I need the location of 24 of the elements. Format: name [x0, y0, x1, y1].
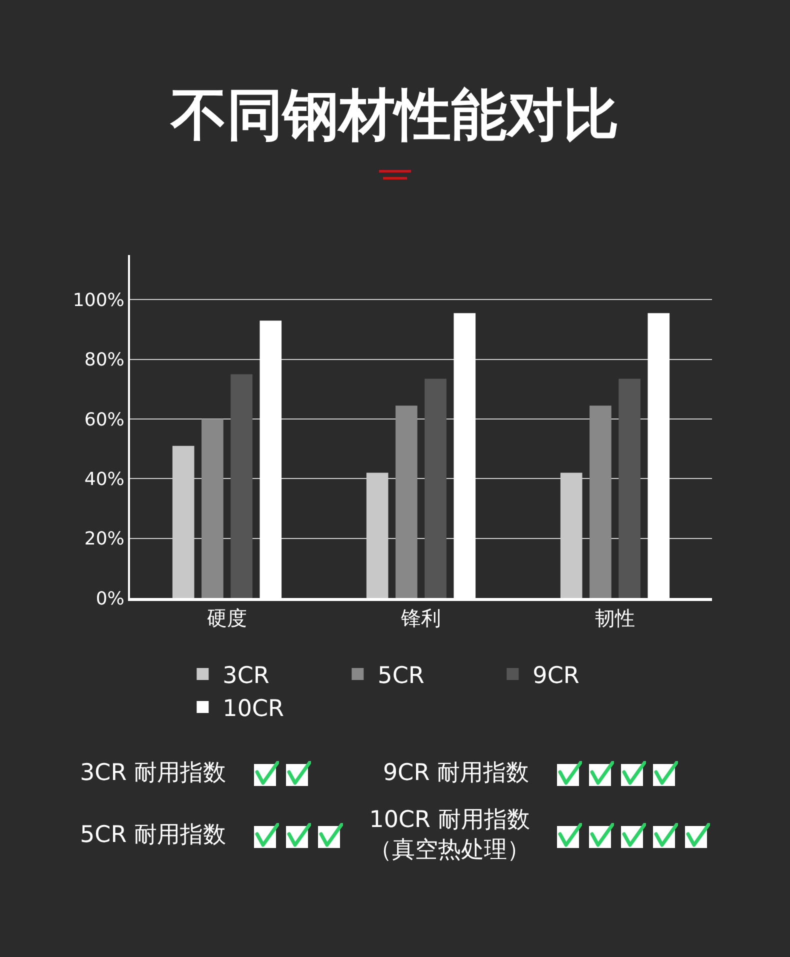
bar	[618, 378, 640, 598]
text: 3CR 耐用指数	[80, 759, 226, 788]
x-tick-label: 硬度	[207, 606, 247, 630]
bar	[396, 406, 418, 598]
legend-label: 9CR	[532, 663, 580, 690]
text: 9CR 耐用指数	[383, 759, 529, 788]
text: 10CR 耐用指数（真空热处理）	[368, 806, 531, 865]
x-tick-label: 锋利	[400, 606, 441, 630]
y-tick-label: 0%	[96, 588, 124, 610]
y-tick-label: 40%	[84, 469, 124, 490]
x-tick-label: 韧性	[595, 606, 635, 630]
y-tick-label: 20%	[84, 528, 124, 550]
y-tick-label: 80%	[84, 350, 124, 371]
text: 5CR 耐用指数	[80, 821, 226, 850]
bar	[230, 374, 252, 598]
bar	[590, 406, 612, 598]
bar	[202, 419, 224, 598]
chart-title: 不同钢材性能对比	[169, 82, 620, 150]
y-tick-label: 60%	[84, 409, 124, 430]
legend-label: 10CR	[222, 696, 284, 722]
legend-label: 3CR	[222, 663, 270, 690]
legend-label: 5CR	[378, 663, 424, 690]
bar	[424, 378, 446, 598]
y-tick-label: 100%	[72, 290, 124, 312]
